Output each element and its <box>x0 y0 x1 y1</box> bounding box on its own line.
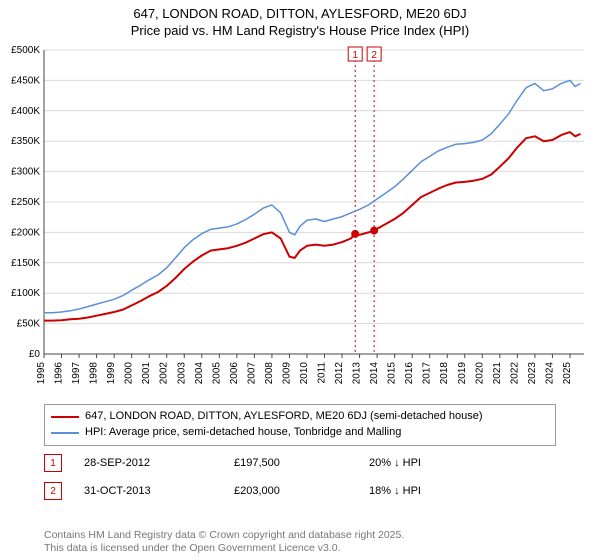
sale-marker-1: 1 <box>44 454 62 472</box>
svg-text:2009: 2009 <box>281 362 292 385</box>
legend-swatch-hpi <box>51 432 79 434</box>
svg-text:2018: 2018 <box>439 362 450 385</box>
svg-text:1: 1 <box>352 50 358 61</box>
svg-text:2013: 2013 <box>352 362 363 385</box>
legend-row-hpi: HPI: Average price, semi-detached house,… <box>51 425 549 441</box>
sale-hpi-1: 20% ↓ HPI <box>369 457 421 469</box>
svg-text:£450K: £450K <box>11 75 40 86</box>
legend-row-property: 647, LONDON ROAD, DITTON, AYLESFORD, ME2… <box>51 409 549 425</box>
svg-text:2015: 2015 <box>387 362 398 385</box>
svg-text:2023: 2023 <box>527 362 538 385</box>
svg-text:2002: 2002 <box>159 362 170 385</box>
svg-text:£150K: £150K <box>11 258 40 269</box>
svg-text:£300K: £300K <box>11 167 40 178</box>
svg-text:2: 2 <box>371 50 377 61</box>
svg-text:£200K: £200K <box>11 227 40 238</box>
svg-text:2001: 2001 <box>141 362 152 385</box>
sale-row-1: 1 28-SEP-2012 £197,500 20% ↓ HPI <box>44 454 556 472</box>
svg-text:2000: 2000 <box>124 362 135 385</box>
svg-text:£0: £0 <box>29 349 41 360</box>
svg-text:1999: 1999 <box>106 362 117 385</box>
svg-text:2025: 2025 <box>562 362 573 385</box>
svg-text:2011: 2011 <box>317 362 328 384</box>
svg-text:1997: 1997 <box>71 362 82 385</box>
svg-text:£250K: £250K <box>11 197 40 208</box>
chart-svg: £0 £50K £100K £150K £200K £250K £300K £350K £400… <box>8 44 592 394</box>
legend-label-property: 647, LONDON ROAD, DITTON, AYLESFORD, ME2… <box>85 409 483 425</box>
sale-price-2: £203,000 <box>234 485 369 497</box>
footer-line-2: This data is licensed under the Open Gov… <box>44 542 404 556</box>
svg-text:2014: 2014 <box>369 362 380 385</box>
chart-container: 647, LONDON ROAD, DITTON, AYLESFORD, ME2… <box>0 0 600 560</box>
svg-text:2024: 2024 <box>544 362 555 385</box>
title-line-1: 647, LONDON ROAD, DITTON, AYLESFORD, ME2… <box>0 6 600 23</box>
svg-text:2017: 2017 <box>422 362 433 385</box>
svg-text:2019: 2019 <box>457 362 468 385</box>
svg-text:2008: 2008 <box>264 362 275 385</box>
svg-text:2005: 2005 <box>211 362 222 385</box>
svg-text:2007: 2007 <box>246 362 257 385</box>
legend-swatch-property <box>51 416 79 418</box>
svg-text:2010: 2010 <box>299 362 310 385</box>
svg-text:£400K: £400K <box>11 106 40 117</box>
svg-text:1998: 1998 <box>89 362 100 385</box>
svg-text:2012: 2012 <box>334 362 345 385</box>
svg-text:2004: 2004 <box>194 362 205 385</box>
sale-date-2: 31-OCT-2013 <box>84 485 234 497</box>
svg-text:2006: 2006 <box>229 362 240 385</box>
svg-text:2020: 2020 <box>474 362 485 385</box>
svg-text:2021: 2021 <box>492 362 503 385</box>
svg-text:£100K: £100K <box>11 288 40 299</box>
svg-text:1996: 1996 <box>54 362 65 385</box>
sale-hpi-2: 18% ↓ HPI <box>369 485 421 497</box>
chart-area: £0 £50K £100K £150K £200K £250K £300K £350K £400… <box>8 44 592 394</box>
svg-text:1995: 1995 <box>36 362 47 385</box>
svg-text:£50K: £50K <box>17 319 41 330</box>
svg-text:2022: 2022 <box>509 362 520 385</box>
title-line-2: Price paid vs. HM Land Registry's House … <box>0 23 600 40</box>
footer: Contains HM Land Registry data © Crown c… <box>44 529 404 556</box>
svg-text:2003: 2003 <box>176 362 187 385</box>
svg-text:£500K: £500K <box>11 45 40 56</box>
sale-price-1: £197,500 <box>234 457 369 469</box>
legend-label-hpi: HPI: Average price, semi-detached house,… <box>85 425 401 441</box>
sale-marker-2: 2 <box>44 482 62 500</box>
chart-title: 647, LONDON ROAD, DITTON, AYLESFORD, ME2… <box>0 0 600 40</box>
svg-text:£350K: £350K <box>11 136 40 147</box>
legend: 647, LONDON ROAD, DITTON, AYLESFORD, ME2… <box>44 404 556 446</box>
sale-row-2: 2 31-OCT-2013 £203,000 18% ↓ HPI <box>44 482 556 500</box>
svg-text:2016: 2016 <box>404 362 415 385</box>
sale-date-1: 28-SEP-2012 <box>84 457 234 469</box>
footer-line-1: Contains HM Land Registry data © Crown c… <box>44 529 404 543</box>
